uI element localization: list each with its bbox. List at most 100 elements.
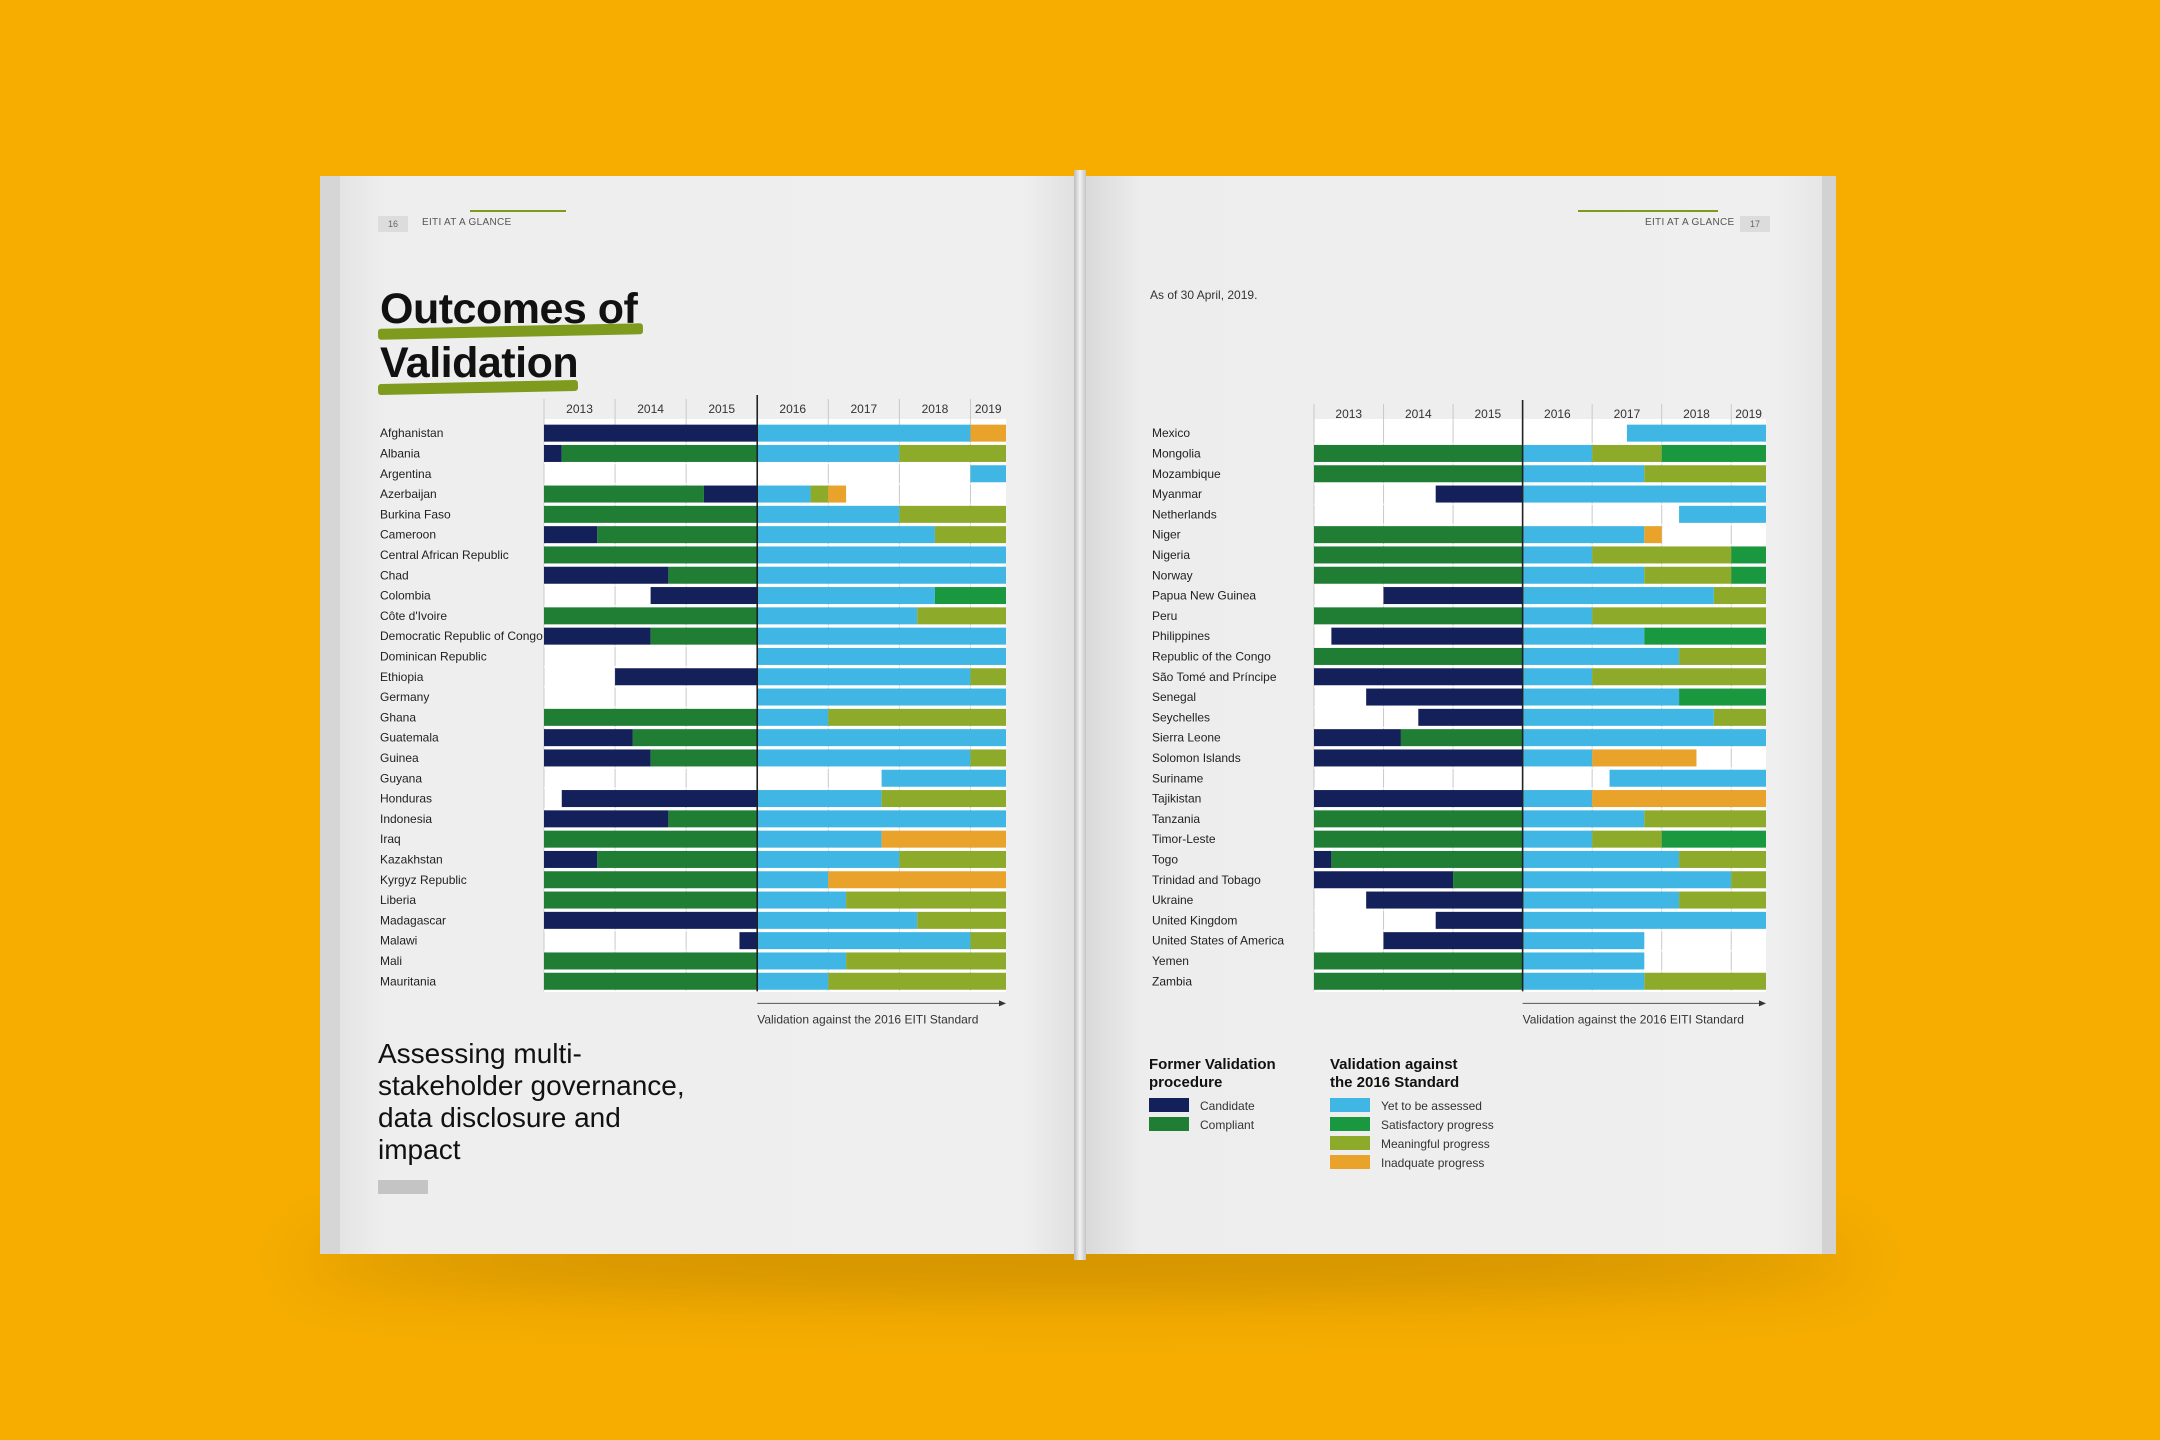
status-bar-segment — [597, 526, 758, 544]
status-bar-segment — [1522, 444, 1593, 462]
status-bar-segment — [1679, 688, 1766, 706]
status-bar-segment — [1644, 972, 1766, 990]
status-bar-segment — [1383, 587, 1523, 605]
country-label: Guatemala — [380, 731, 439, 745]
status-bar-segment — [1592, 749, 1697, 767]
year-tick-label: 2019 — [1735, 407, 1762, 421]
status-bar-segment — [1435, 485, 1523, 503]
status-bar-segment — [1522, 850, 1680, 868]
status-bar-segment — [1626, 424, 1766, 442]
axis-caption: Validation against the 2016 EITI Standar… — [757, 1012, 978, 1026]
validation-chart-left: 2013 2014 2015 2016 2017 2018 2019 Afghanistan A… — [380, 395, 1006, 1026]
country-label: Côte d'Ivoire — [380, 609, 447, 623]
legend-swatch-yet — [1330, 1098, 1370, 1112]
country-label: Madagascar — [380, 913, 446, 927]
country-label: Seychelles — [1152, 710, 1210, 724]
axis-arrow-head — [1759, 1000, 1766, 1007]
legend-standard-title-1: Validation against — [1330, 1056, 1458, 1073]
status-bar-segment — [757, 790, 882, 808]
country-label: Ethiopia — [380, 670, 424, 684]
status-bar-segment — [1644, 566, 1732, 584]
status-bar-segment — [1400, 729, 1523, 747]
status-bar-segment — [757, 607, 918, 625]
legend-swatch-compliant — [1149, 1117, 1189, 1131]
status-bar-segment — [1522, 688, 1680, 706]
status-bar-segment — [757, 871, 829, 889]
status-bar-segment — [650, 627, 758, 645]
as-of-date: As of 30 April, 2019. — [1150, 288, 1258, 302]
legend-label-yet: Yet to be assessed — [1381, 1099, 1482, 1113]
status-bar-segment — [1314, 749, 1523, 767]
status-bar-segment — [881, 830, 1006, 848]
country-label: São Tomé and Príncipe — [1152, 670, 1277, 684]
status-bar-segment — [970, 932, 1006, 950]
country-label: Argentina — [380, 467, 432, 481]
status-bar-segment — [544, 972, 758, 990]
country-label: Dominican Republic — [380, 649, 487, 663]
status-bar-segment — [1522, 627, 1645, 645]
status-bar-segment — [757, 749, 971, 767]
legend-swatch-candidate — [1149, 1098, 1189, 1112]
page-number-right: 17 — [1740, 216, 1770, 232]
legend-label-meaningful: Meaningful progress — [1381, 1137, 1490, 1151]
status-bar-segment — [1592, 444, 1662, 462]
status-bar-segment — [1522, 587, 1714, 605]
country-label: Mozambique — [1152, 467, 1221, 481]
status-bar-segment — [544, 526, 598, 544]
status-bar-segment — [1522, 871, 1732, 889]
status-bar-segment — [1644, 465, 1766, 483]
legend-label-candidate: Candidate — [1200, 1099, 1255, 1113]
country-label: Central African Republic — [380, 548, 509, 562]
status-bar-segment — [1522, 546, 1593, 564]
status-bar-segment — [650, 749, 758, 767]
status-bar-segment — [1522, 932, 1645, 950]
status-bar-segment — [1522, 526, 1645, 544]
page-title-line2: Validation — [380, 339, 579, 387]
header-rule-left — [470, 210, 566, 212]
status-bar-segment — [757, 526, 935, 544]
status-bar-segment — [544, 607, 758, 625]
status-bar-segment — [544, 708, 758, 726]
status-bar-segment — [757, 972, 829, 990]
status-bar-segment — [828, 871, 1006, 889]
status-bar-segment — [757, 424, 971, 442]
status-bar-segment — [1522, 972, 1645, 990]
status-bar-segment — [1435, 911, 1523, 929]
status-bar-segment — [1522, 566, 1645, 584]
country-label: Trinidad and Tobago — [1152, 873, 1261, 887]
year-tick-label: 2016 — [779, 402, 806, 416]
legend-swatch-inadequate — [1330, 1155, 1370, 1169]
status-bar-segment — [1731, 871, 1766, 889]
year-tick-label: 2013 — [566, 402, 593, 416]
status-bar-segment — [739, 932, 758, 950]
status-bar-segment — [828, 708, 1006, 726]
country-label: Peru — [1152, 609, 1177, 623]
header-rule-right — [1578, 210, 1718, 212]
status-bar-segment — [1522, 708, 1714, 726]
running-head-left: EITI AT A GLANCE — [422, 217, 512, 228]
status-bar-segment — [1592, 668, 1766, 686]
status-bar-segment — [1314, 871, 1454, 889]
validation-chart-right: 2013 2014 2015 2016 2017 2018 2019 Mexico Mongol… — [1152, 400, 1766, 1026]
country-label: Azerbaijan — [380, 487, 437, 501]
book-gutter — [1074, 170, 1086, 1260]
status-bar-segment — [1314, 790, 1523, 808]
status-bar-segment — [970, 424, 1006, 442]
status-bar-segment — [757, 850, 900, 868]
legend-label-compliant: Compliant — [1200, 1118, 1255, 1132]
status-bar-segment — [1314, 972, 1523, 990]
country-label: Chad — [380, 568, 409, 582]
country-label: Sierra Leone — [1152, 731, 1221, 745]
status-bar-segment — [1592, 546, 1732, 564]
status-bar-segment — [757, 729, 1006, 747]
status-bar-segment — [1592, 830, 1662, 848]
status-bar-segment — [1314, 952, 1523, 970]
country-label: Germany — [380, 690, 429, 704]
country-label: Kazakhstan — [380, 852, 443, 866]
year-tick-label: 2015 — [1474, 407, 1501, 421]
running-head-right: EITI AT A GLANCE — [1645, 217, 1735, 228]
year-tick-label: 2019 — [975, 402, 1002, 416]
status-bar-segment — [757, 830, 882, 848]
status-bar-segment — [899, 505, 1006, 523]
status-bar-segment — [1522, 790, 1593, 808]
